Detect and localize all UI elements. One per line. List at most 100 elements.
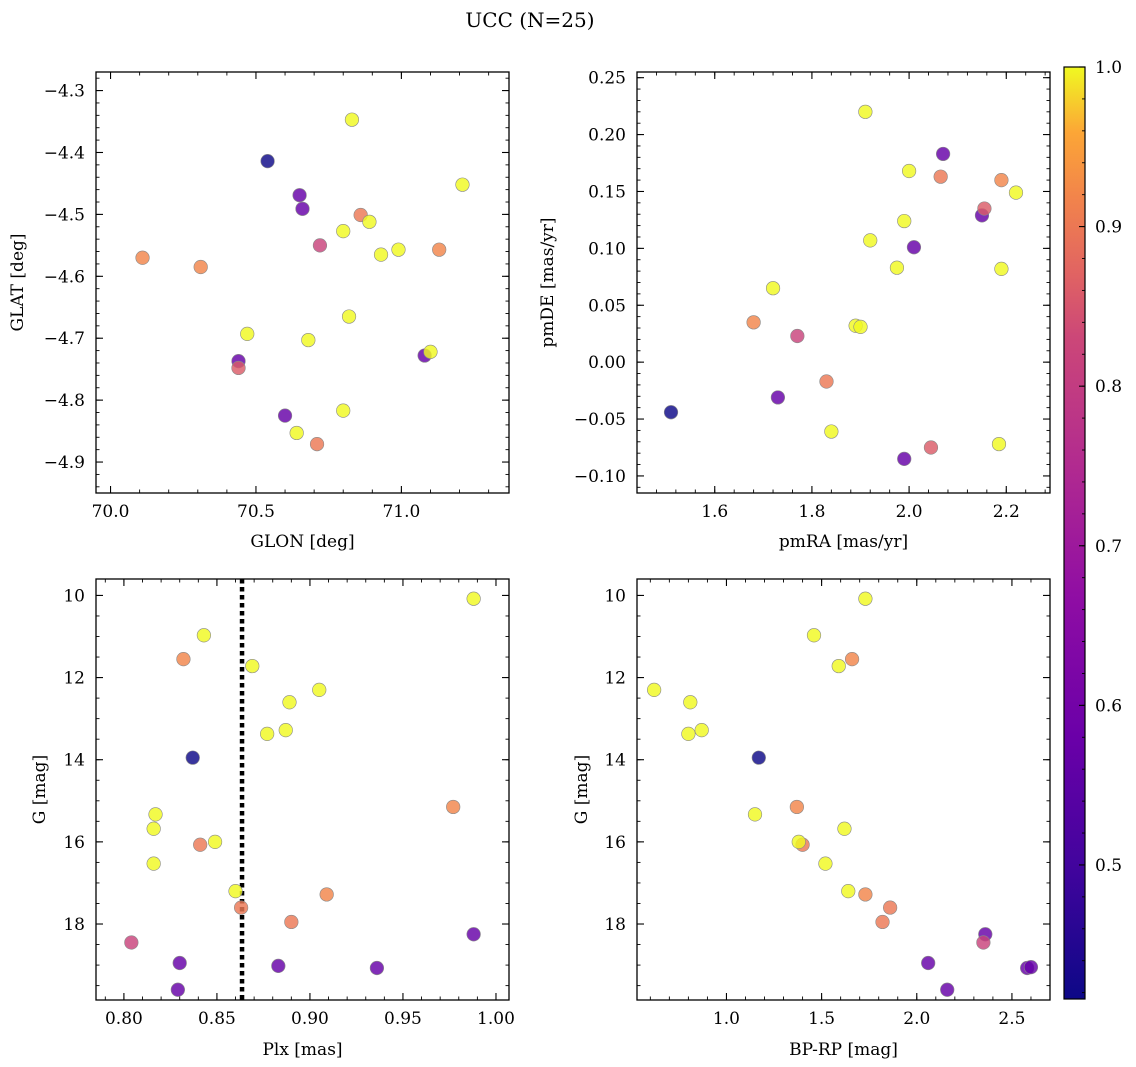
y-tick-label: 0.00 — [588, 353, 626, 373]
scatter-point — [228, 884, 243, 899]
plot-frame — [95, 71, 510, 494]
scatter-point — [663, 405, 679, 420]
scatter-point — [921, 955, 936, 971]
scatter-point — [923, 440, 939, 455]
scatter-point — [841, 884, 856, 899]
y-tick-label: 10 — [63, 586, 85, 606]
colorbar-tick-label: 1.0 — [1095, 58, 1122, 78]
scatter-point — [176, 651, 191, 667]
y-tick-label: 18 — [604, 915, 626, 935]
scatter-point — [933, 169, 948, 184]
y-tick-label: −4.5 — [44, 205, 85, 225]
scatter-point — [936, 146, 951, 162]
y-tick-label: −4.8 — [44, 391, 85, 411]
scatter-point — [277, 408, 293, 423]
scatter-point — [747, 807, 763, 822]
x-tick-label: 2.5 — [998, 1009, 1025, 1029]
scatter-point — [791, 834, 806, 849]
scatter-point — [906, 240, 922, 255]
scatter-point — [991, 436, 1007, 452]
y-tick-label: −0.05 — [574, 410, 626, 430]
scatter-point — [271, 958, 286, 974]
scatter-point — [1023, 960, 1039, 975]
y-tick-label: −4.4 — [44, 143, 85, 163]
scatter-point — [336, 224, 351, 239]
scatter-point — [831, 658, 846, 674]
y-tick-label: 0.20 — [588, 126, 626, 146]
y-tick-label: 16 — [63, 833, 85, 853]
y-tick-label: 14 — [63, 751, 85, 771]
scatter-point — [362, 214, 377, 229]
scatter-point — [647, 682, 662, 697]
y-axis-label: G [mag] — [572, 755, 592, 824]
plot-frame — [636, 578, 1051, 1001]
scatter-point — [207, 834, 223, 849]
scatter-point — [1008, 185, 1024, 200]
scatter-point — [292, 188, 307, 203]
scatter-point — [135, 250, 150, 265]
scatter-point — [284, 914, 299, 930]
scatter-point — [858, 887, 873, 902]
scatter-point — [466, 927, 481, 942]
scatter-point — [260, 726, 275, 741]
y-tick-label: −0.10 — [574, 467, 626, 487]
x-tick-label: 0.85 — [198, 1009, 236, 1029]
x-tick-label: 1.8 — [798, 502, 825, 522]
y-tick-label: −4.6 — [44, 267, 85, 287]
x-axis-label: Plx [mas] — [262, 1040, 342, 1060]
y-tick-label: 18 — [63, 915, 85, 935]
scatter-point — [146, 856, 161, 871]
plot-frame — [636, 71, 1051, 494]
scatter-point — [391, 242, 406, 257]
y-tick-label: −4.3 — [44, 82, 85, 102]
x-tick-label: 1.5 — [808, 1009, 835, 1029]
x-tick-label: 0.80 — [105, 1009, 143, 1029]
scatter-point — [897, 451, 912, 466]
scatter-point — [790, 328, 805, 344]
x-tick-label: 2.0 — [903, 1009, 930, 1029]
x-tick-label: 1.00 — [477, 1009, 515, 1029]
colorbar: 1.0 0.9 0.8 0.7 0.6 0.5 — [1063, 58, 1122, 1000]
x-axis-label: GLON [deg] — [250, 532, 354, 552]
scatter-point — [423, 344, 438, 359]
y-tick-label: 0.15 — [588, 182, 626, 202]
plot-frame — [95, 578, 510, 1001]
scatter-point — [683, 695, 698, 710]
scatter-point — [289, 425, 304, 441]
scatter-point — [295, 201, 310, 216]
scatter-point — [336, 403, 351, 418]
colorbar-tick-label: 0.9 — [1095, 218, 1122, 238]
scatter-point — [309, 436, 325, 452]
x-tick-label: 70.5 — [237, 502, 275, 522]
panel-plx-g: 0.80 0.85 0.90 0.95 1.00 10 12 14 16 18 Plx [mas]… — [30, 578, 515, 1060]
scatter-point — [819, 374, 834, 389]
scatter-point — [770, 390, 786, 405]
figure-title: UCC (N=25) — [465, 8, 594, 32]
x-axis-label: pmRA [mas/yr] — [779, 532, 908, 552]
scatter-point — [185, 750, 200, 765]
scatter-point — [231, 360, 246, 376]
x-tick-label: 0.90 — [291, 1009, 329, 1029]
scatter-point — [976, 935, 991, 950]
scatter-point — [193, 259, 208, 275]
scatter-point — [344, 112, 360, 127]
scatter-point — [889, 260, 905, 275]
scatter-point — [240, 326, 255, 341]
scatter-point — [282, 695, 297, 710]
scatter-point — [124, 935, 139, 950]
colorbar-tick-label: 0.8 — [1095, 377, 1122, 397]
x-tick-label: 1.0 — [713, 1009, 740, 1029]
scatter-point — [863, 233, 878, 248]
scatter-point — [837, 821, 852, 836]
scatter-point — [245, 658, 260, 674]
scatter-point — [818, 856, 833, 871]
scatter-point — [148, 807, 163, 822]
scatter-point — [455, 177, 470, 192]
scatter-point — [875, 914, 890, 930]
scatter-point — [196, 628, 212, 643]
scatter-point — [432, 242, 447, 257]
scatter-point — [146, 821, 161, 836]
scatter-point — [369, 960, 385, 976]
scatter-point — [312, 238, 328, 253]
